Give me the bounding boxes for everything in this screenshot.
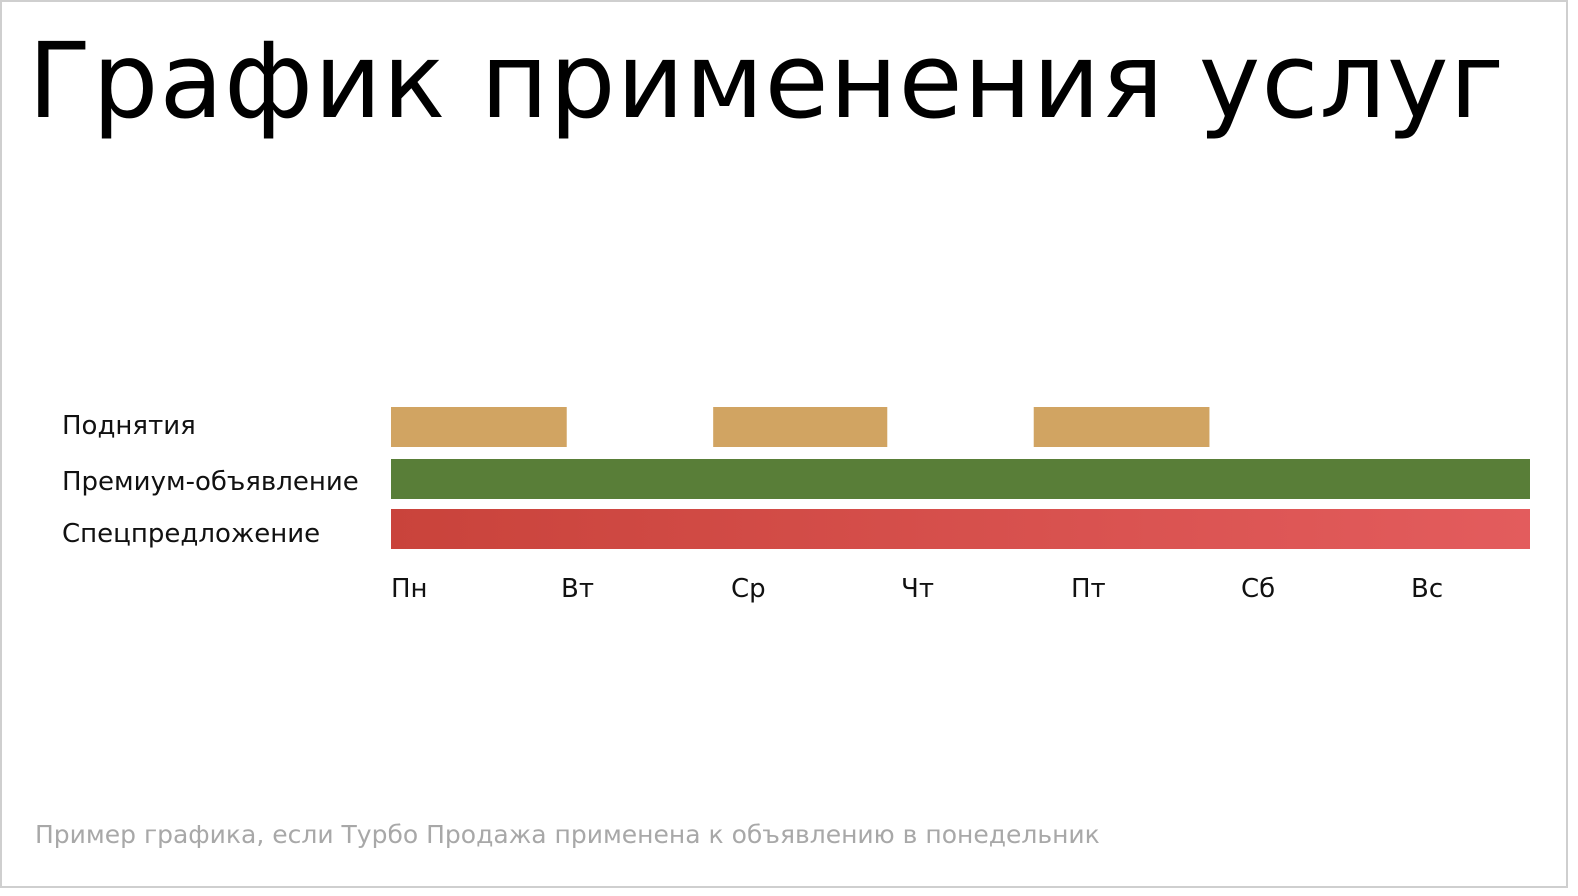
x-axis-day-labels: Пн Вт Ср Чт Пт Сб Вс bbox=[391, 574, 1443, 604]
footnote: Пример графика, если Турбо Продажа приме… bbox=[35, 820, 1100, 849]
x-tick-label: Пн bbox=[391, 574, 428, 604]
x-tick-label: Пт bbox=[1071, 574, 1106, 604]
row-label: Спецпредложение bbox=[62, 519, 320, 549]
x-tick-label: Вт bbox=[561, 574, 594, 604]
x-tick-label: Вс bbox=[1411, 574, 1443, 604]
bar-segment bbox=[391, 407, 567, 447]
bar-segment bbox=[713, 407, 888, 447]
row-label: Премиум-объявление bbox=[62, 467, 359, 497]
x-tick-label: Сб bbox=[1241, 574, 1275, 604]
bar-segment bbox=[391, 509, 1530, 549]
service-schedule-chart: Поднятия Премиум-объявление Спецпредложени… bbox=[62, 407, 1530, 604]
chart-bars bbox=[391, 407, 1530, 549]
bar-segment bbox=[1033, 407, 1210, 447]
bar-segment bbox=[391, 459, 1530, 499]
row-label: Поднятия bbox=[62, 411, 196, 441]
row-labels: Поднятия Премиум-объявление Спецпредложени… bbox=[62, 411, 359, 549]
x-tick-label: Ср bbox=[731, 574, 766, 604]
page-title: График применения услуг bbox=[28, 20, 1506, 142]
x-tick-label: Чт bbox=[901, 574, 934, 604]
